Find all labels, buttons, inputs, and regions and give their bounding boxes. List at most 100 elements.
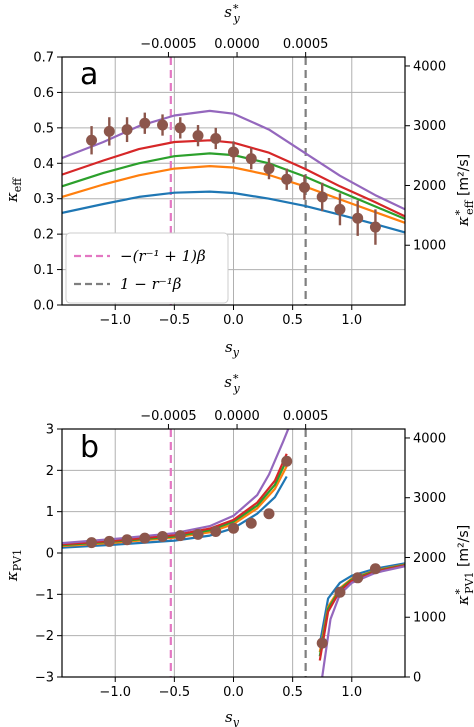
top-tick-label-a-0: −0.0005 — [140, 37, 196, 52]
x-tick-label-b-4: 1.0 — [341, 685, 362, 700]
data-point-a-13 — [316, 191, 328, 203]
right-tick-label-a-2: 3000 — [413, 119, 446, 134]
right-tick-label-a-3: 4000 — [413, 59, 446, 74]
x-tick-label-a-4: 1.0 — [341, 313, 362, 328]
panel-a-x-axis-label: sy — [225, 338, 240, 359]
panel-b-letter: b — [80, 430, 99, 465]
right-tick-label-b-3: 3000 — [413, 491, 446, 506]
panel-b-vlines — [169, 429, 307, 677]
panel-b-right-ticks: 0 1000 2000 3000 4000 — [405, 431, 446, 686]
legend-label-pink: −(r⁻¹ + 1)β — [120, 247, 206, 265]
panel-b-right-axis-label: κ∗PV1 [m²/s] — [451, 525, 474, 606]
data-point-a-6 — [192, 130, 204, 142]
data-point-b-0 — [86, 537, 98, 549]
panel-b-top-axis-label: s∗ y — [224, 370, 240, 395]
right-tick-label-a-1: 2000 — [413, 179, 446, 194]
x-tick-label-b-1: −0.5 — [159, 685, 191, 700]
y-tick-label-b-5: 2 — [46, 464, 54, 479]
data-point-a-16 — [369, 221, 381, 233]
panel-b: −1.0 −0.5 0.0 0.5 1.0 −3 −2 −1 0 1 2 3 −0.0005 0.00… — [3, 370, 474, 727]
data-point-a-5 — [174, 122, 186, 134]
panel-a-x-ticks: −1.0 −0.5 0.0 0.5 1.0 — [99, 305, 362, 328]
data-point-a-10 — [263, 163, 275, 175]
data-point-b-5 — [174, 530, 186, 542]
data-point-b-8 — [228, 522, 239, 534]
legend-box — [65, 232, 229, 304]
x-tick-label-b-2: 0.0 — [223, 685, 244, 700]
x-tick-label-a-2: 0.0 — [223, 313, 244, 328]
panel-a: −1.0 −0.5 0.0 0.5 1.0 0.00.10.20.30.40.50.60… — [3, 0, 474, 359]
right-tick-label-b-0: 0 — [413, 671, 421, 686]
data-point-b-6 — [192, 528, 204, 540]
data-point-b-15 — [369, 563, 381, 575]
data-point-a-12 — [298, 181, 310, 193]
panel-a-top-ticks: −0.0005 0.0000 0.0005 — [140, 37, 328, 57]
data-point-a-11 — [281, 173, 293, 185]
x-tick-label-a-3: 0.5 — [282, 313, 303, 328]
panel-a-y-ticks: 0.0 0.1 0.2 0.3 0.4 0.5 0.6 0.7 — [33, 51, 62, 314]
panel-b-x-ticks: −1.0 −0.5 0.0 0.5 1.0 — [99, 677, 362, 700]
x-tick-label-a-0: −1.0 — [99, 313, 131, 328]
x-tick-label-a-1: −0.5 — [159, 313, 191, 328]
series-line-a-1-0 — [62, 165, 405, 224]
series-line-a-0-0 — [62, 190, 405, 234]
y-tick-label-b-4: 1 — [46, 505, 54, 520]
y-tick-label-a-0: 0.0 — [33, 299, 54, 314]
panel-b-top-ticks: −0.0005 0.0000 0.0005 — [140, 409, 328, 429]
y-tick-label-b-1: −2 — [35, 629, 54, 644]
x-tick-label-b-3: 0.5 — [282, 685, 303, 700]
panel-b-y-ticks: −3 −2 −1 0 1 2 3 — [35, 423, 62, 686]
data-point-b-10 — [263, 508, 275, 520]
y-tick-label-b-3: 0 — [46, 547, 54, 562]
top-tick-label-a-2: 0.0005 — [283, 37, 329, 52]
data-point-a-4 — [157, 119, 169, 131]
y-tick-label-a-3: 0.3 — [33, 192, 54, 207]
data-point-a-3 — [139, 117, 151, 129]
data-point-b-13 — [334, 586, 346, 598]
panel-b-grid — [62, 428, 405, 678]
legend-label-gray: 1 − r⁻¹β — [120, 275, 182, 293]
data-point-a-8 — [228, 146, 239, 158]
panel-b-points — [86, 455, 381, 649]
data-point-b-1 — [103, 535, 115, 547]
series-line-b-4-0 — [62, 429, 290, 545]
data-point-a-14 — [334, 203, 346, 215]
panel-b-y-axis-label: κPV1 — [3, 549, 24, 582]
top-tick-label-b-0: −0.0005 — [140, 409, 196, 424]
y-tick-label-a-6: 0.6 — [33, 86, 54, 101]
panel-a-right-axis-label: κ∗eff [m²/s] — [451, 154, 474, 227]
data-point-a-1 — [103, 125, 115, 137]
y-tick-label-b-6: 3 — [46, 423, 54, 438]
data-point-a-9 — [245, 153, 257, 165]
data-point-a-0 — [86, 134, 98, 146]
top-tick-label-b-1: 0.0000 — [214, 409, 260, 424]
right-tick-label-b-4: 4000 — [413, 431, 446, 446]
data-point-b-2 — [121, 534, 133, 546]
y-tick-label-a-4: 0.4 — [33, 157, 54, 172]
data-point-b-11 — [281, 455, 293, 467]
y-tick-label-b-0: −3 — [35, 671, 54, 686]
series-line-b-4-1 — [321, 565, 405, 677]
panel-a-letter: a — [80, 57, 98, 92]
y-tick-label-a-2: 0.2 — [33, 228, 54, 243]
panel-a-top-axis-label: s∗ y — [224, 0, 240, 25]
right-tick-label-a-0: 1000 — [413, 239, 446, 254]
y-tick-label-a-7: 0.7 — [33, 51, 54, 66]
data-point-a-15 — [352, 212, 364, 224]
data-point-b-9 — [245, 517, 257, 529]
panel-a-points — [86, 112, 381, 245]
top-tick-label-b-2: 0.0005 — [283, 409, 329, 424]
top-tick-label-a-1: 0.0000 — [214, 37, 260, 52]
data-point-b-7 — [210, 526, 222, 538]
data-point-a-7 — [210, 132, 222, 144]
data-point-b-4 — [157, 530, 169, 542]
y-tick-label-b-2: −1 — [35, 588, 54, 603]
y-tick-label-a-1: 0.1 — [33, 263, 54, 278]
right-tick-label-b-1: 1000 — [413, 611, 446, 626]
panel-a-y-axis-label: κeff — [3, 177, 24, 203]
data-point-b-12 — [316, 637, 328, 649]
right-tick-label-b-2: 2000 — [413, 551, 446, 566]
y-tick-label-a-5: 0.5 — [33, 121, 54, 136]
legend: −(r⁻¹ + 1)β 1 − r⁻¹β — [65, 232, 229, 304]
